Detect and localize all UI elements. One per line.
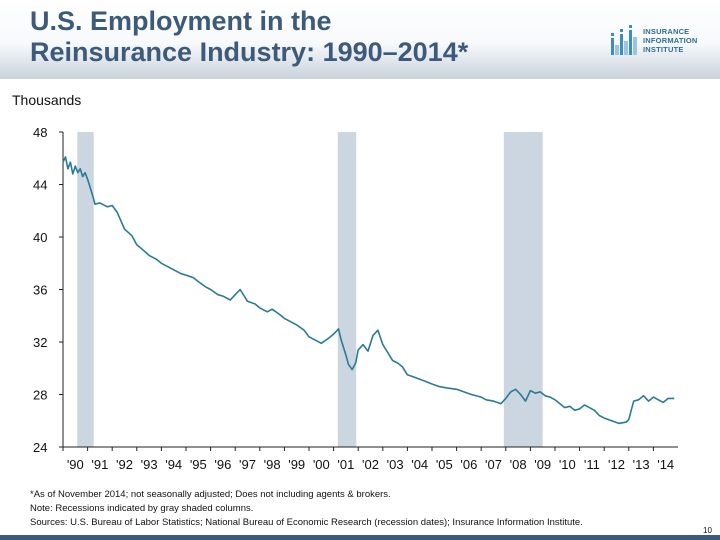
x-tick-label: '09: [534, 457, 551, 472]
x-tick-label: '11: [584, 457, 600, 472]
recession-band-1: [77, 132, 94, 447]
x-tick-label: '03: [387, 457, 404, 472]
y-axis-units-label: Thousands: [12, 92, 82, 108]
y-tick-label: 36: [33, 283, 47, 298]
x-tick-label: '04: [411, 457, 428, 472]
x-tick-label: '99: [288, 457, 305, 472]
page-number: 10: [703, 526, 712, 535]
y-tick-label: 32: [33, 335, 47, 350]
iii-logo: INSURANCE INFORMATION INSTITUTE: [610, 25, 710, 61]
recession-bands: [77, 132, 543, 447]
x-tick-label: '92: [116, 457, 133, 472]
logo-line-1: INSURANCE: [643, 27, 690, 36]
chart-axes: [59, 131, 678, 451]
x-tick-label: '14: [657, 457, 674, 472]
slide-title-line-1: U.S. Employment in the: [30, 6, 332, 36]
x-tick-label: '91: [91, 457, 108, 472]
x-tick-label: '02: [362, 457, 379, 472]
x-tick-label: '98: [264, 457, 281, 472]
y-tick-label: 44: [33, 178, 47, 193]
y-tick-label: 40: [33, 230, 47, 245]
x-tick-label: '05: [436, 457, 453, 472]
x-tick-label: '97: [239, 457, 256, 472]
y-tick-labels: 48 44 40 36 32 28 24: [33, 125, 47, 455]
footnote-as-of: *As of November 2014; not seasonally adj…: [30, 489, 391, 500]
footnote-recession-note: Note: Recessions indicated by gray shade…: [30, 503, 254, 514]
recession-band-3: [503, 132, 543, 447]
x-tick-label: '06: [460, 457, 477, 472]
series-layer: [62, 156, 675, 425]
x-tick-label: '93: [141, 457, 158, 472]
recession-band-2: [337, 132, 357, 447]
x-tick-labels: '90 '91 '92 '93 '94 '95 '96 '97 '98 '99 '00 '01 '02 '…: [67, 457, 674, 472]
y-tick-label: 28: [33, 388, 47, 403]
slide-title: U.S. Employment in the Reinsurance Indus…: [30, 6, 468, 68]
x-tick-label: '90: [67, 457, 84, 472]
x-tick-label: '12: [608, 457, 625, 472]
y-tick-label: 48: [33, 125, 47, 140]
x-tick-label: '01: [337, 457, 354, 472]
x-tick-label: '00: [313, 457, 330, 472]
logo-line-2: INFORMATION: [643, 36, 698, 45]
series-line-1: [62, 156, 675, 425]
slide-title-line-2: Reinsurance Industry: 1990–2014*: [30, 37, 469, 67]
x-tick-label: '96: [214, 457, 231, 472]
x-tick-label: '07: [485, 457, 502, 472]
x-tick-label: '08: [510, 457, 527, 472]
x-tick-label: '95: [190, 457, 207, 472]
y-tick-label: 24: [33, 440, 47, 455]
slide-header: U.S. Employment in the Reinsurance Indus…: [0, 0, 720, 79]
footer-bar: [0, 535, 720, 540]
iii-logo-icon: [611, 25, 637, 55]
iii-logo-text: INSURANCE INFORMATION INSTITUTE: [643, 27, 698, 54]
footnotes: *As of November 2014; not seasonally adj…: [30, 488, 583, 530]
x-tick-label: '10: [559, 457, 576, 472]
x-tick-label: '13: [633, 457, 650, 472]
logo-line-3: INSTITUTE: [643, 45, 684, 54]
footnote-sources: Sources: U.S. Bureau of Labor Statistics…: [30, 517, 583, 528]
x-tick-label: '94: [165, 457, 182, 472]
